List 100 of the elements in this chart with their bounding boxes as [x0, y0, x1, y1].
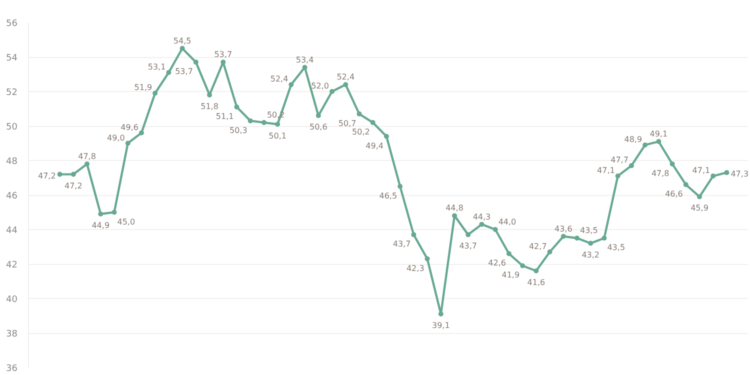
y-tick-label: 52 [6, 88, 18, 98]
point [193, 60, 198, 65]
point [466, 232, 471, 238]
point [57, 172, 62, 177]
point [220, 60, 226, 65]
data-label: 47,1 [597, 166, 615, 176]
data-label: 43,7 [392, 240, 411, 249]
point [520, 263, 526, 268]
data-label: 50,7 [338, 118, 356, 128]
data-label: 49,1 [650, 130, 668, 139]
point [343, 82, 348, 88]
data-label: 52,0 [311, 82, 330, 90]
data-label: 54,5 [173, 36, 192, 46]
point [248, 118, 253, 124]
data-label: 53,7 [214, 50, 232, 60]
point [588, 240, 594, 246]
point [234, 104, 240, 110]
data-label: 49,4 [366, 141, 384, 150]
y-tick-label: 38 [6, 330, 18, 340]
data-label: 50,3 [230, 126, 248, 135]
data-label: 52,4 [270, 74, 288, 84]
data-label: 44,0 [498, 218, 516, 226]
y-tick-label: 42 [6, 260, 18, 270]
point [574, 236, 580, 241]
data-label: 47,3 [730, 170, 749, 179]
point [166, 70, 172, 76]
data-label: 47,2 [64, 181, 82, 190]
point [411, 232, 416, 238]
data-label: 46,6 [665, 190, 683, 199]
data-label: 47,8 [78, 152, 96, 161]
point [710, 174, 716, 179]
point [642, 142, 648, 148]
point [534, 268, 539, 274]
data-label: 41,6 [527, 278, 546, 287]
point [98, 211, 104, 216]
data-label: 43,6 [554, 224, 572, 234]
data-label: 47,1 [692, 166, 710, 176]
point [683, 182, 688, 188]
data-label: 44,9 [92, 220, 110, 230]
y-tick-label: 54 [6, 54, 18, 64]
data-label: 42,7 [528, 242, 547, 251]
data-label: 43,2 [582, 250, 600, 260]
y-tick-label: 48 [6, 157, 18, 167]
point [479, 222, 484, 227]
point [615, 174, 620, 179]
data-label: 50,1 [268, 131, 286, 140]
point [697, 194, 702, 200]
point [656, 139, 662, 144]
point [112, 210, 117, 215]
data-label: 51,9 [134, 83, 152, 92]
data-label: 49,6 [120, 122, 138, 132]
y-tick-label: 46 [6, 192, 18, 202]
data-label: 42,6 [488, 258, 506, 268]
y-tick-label: 50 [6, 122, 18, 132]
y-tick-label: 36 [6, 364, 18, 374]
data-label: 47,7 [610, 156, 628, 165]
data-label: 47,2 [38, 171, 56, 180]
data-label: 53,4 [296, 55, 314, 64]
point [180, 46, 185, 51]
data-label: 49,0 [107, 133, 125, 142]
data-label: 52,4 [336, 72, 355, 82]
data-label: 43,5 [607, 243, 626, 252]
point [288, 82, 294, 88]
point [370, 120, 376, 126]
y-tick-label: 56 [6, 19, 18, 29]
point [152, 90, 158, 96]
y-tick-label: 40 [6, 295, 18, 305]
point [628, 163, 634, 168]
point [398, 184, 403, 189]
data-label: 48,9 [624, 134, 642, 144]
point [724, 170, 730, 176]
point [275, 122, 280, 127]
data-label: 51,1 [216, 112, 234, 122]
data-label: 51,8 [200, 102, 218, 111]
point [670, 161, 675, 166]
data-label: 53,1 [148, 62, 166, 72]
data-label: 42,3 [406, 264, 424, 273]
data-label: 50,6 [310, 122, 328, 132]
data-label: 43,5 [580, 226, 598, 236]
point [492, 227, 498, 232]
data-label: 44,8 [446, 204, 464, 213]
point [560, 234, 566, 239]
data-label: 50,2 [352, 128, 370, 137]
data-label: 45,9 [690, 204, 708, 213]
point [506, 251, 512, 256]
y-tick-label: 44 [6, 226, 18, 236]
data-label: 41,9 [502, 270, 520, 280]
data-label: 53,7 [175, 67, 193, 76]
point [452, 213, 458, 218]
point [330, 89, 335, 94]
point [547, 249, 552, 254]
data-label: 44,3 [472, 212, 491, 222]
data-label: 43,7 [459, 242, 478, 251]
data-label: 46,5 [379, 191, 398, 200]
point [438, 312, 444, 317]
point [424, 256, 430, 262]
point [302, 64, 308, 70]
point [70, 172, 76, 177]
point [316, 113, 321, 118]
data-label: 39,1 [432, 321, 450, 330]
